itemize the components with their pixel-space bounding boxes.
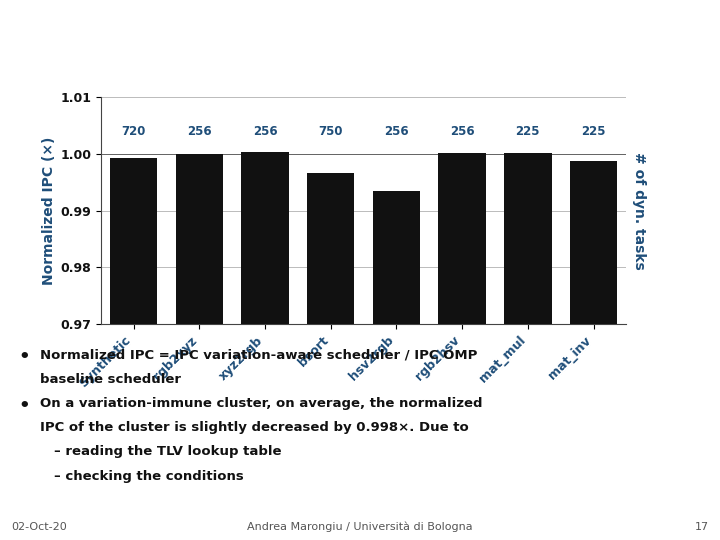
Text: Overhead of Variation-tolerant Scheduler: Overhead of Variation-tolerant Scheduler — [11, 27, 597, 51]
Text: 750: 750 — [318, 125, 343, 138]
Text: 17: 17 — [695, 522, 709, 531]
Bar — [176, 154, 223, 540]
Bar — [504, 153, 552, 540]
Text: •: • — [18, 397, 30, 415]
Y-axis label: # of dyn. tasks: # of dyn. tasks — [632, 152, 646, 269]
Bar — [241, 152, 289, 540]
Text: 256: 256 — [187, 125, 212, 138]
Text: baseline scheduler: baseline scheduler — [40, 373, 181, 386]
Text: Andrea Marongiu / Università di Bologna: Andrea Marongiu / Università di Bologna — [247, 521, 473, 532]
Text: 256: 256 — [253, 125, 277, 138]
Text: •: • — [18, 348, 30, 366]
Text: 720: 720 — [122, 125, 146, 138]
Text: 256: 256 — [450, 125, 474, 138]
Text: On a variation-immune cluster, on average, the normalized: On a variation-immune cluster, on averag… — [40, 397, 482, 410]
Text: – reading the TLV lookup table: – reading the TLV lookup table — [54, 446, 282, 458]
Text: 02-Oct-20: 02-Oct-20 — [11, 522, 66, 531]
Bar — [307, 173, 354, 540]
Text: 225: 225 — [516, 125, 540, 138]
Text: IPC of the cluster is slightly decreased by 0.998×. Due to: IPC of the cluster is slightly decreased… — [40, 421, 468, 434]
Bar — [570, 161, 617, 540]
Text: – checking the conditions: – checking the conditions — [54, 470, 244, 483]
Bar — [373, 191, 420, 540]
Bar — [110, 158, 157, 540]
Text: 256: 256 — [384, 125, 409, 138]
Y-axis label: Normalized IPC (×): Normalized IPC (×) — [42, 137, 56, 285]
Bar — [438, 153, 486, 540]
Text: Normalized IPC = IPC variation-aware scheduler / IPC OMP: Normalized IPC = IPC variation-aware sch… — [40, 348, 477, 361]
Text: 225: 225 — [581, 125, 606, 138]
